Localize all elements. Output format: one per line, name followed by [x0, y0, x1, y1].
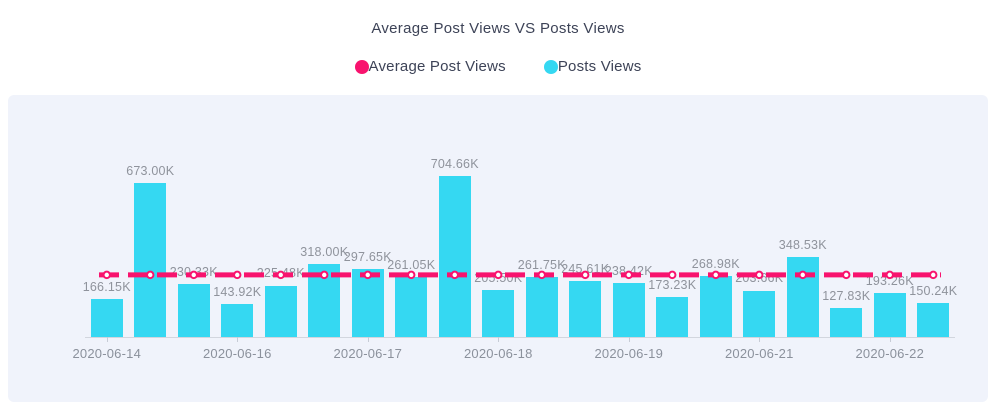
bar[interactable] — [569, 280, 602, 337]
bar-value-label: 203.66K — [735, 271, 784, 286]
bar-value-label: 673.00K — [126, 164, 175, 179]
average-line-marker — [102, 270, 111, 280]
x-axis-tick — [759, 337, 761, 342]
bar-value-label: 127.83K — [822, 288, 871, 303]
bar-value-label: 261.05K — [387, 258, 436, 273]
bar[interactable] — [90, 299, 123, 337]
bar[interactable] — [917, 302, 950, 337]
bar[interactable] — [743, 290, 776, 337]
x-axis-label: 2020-06-17 — [333, 346, 402, 361]
x-axis-label: 2020-06-14 — [72, 346, 141, 361]
bar[interactable] — [351, 269, 384, 337]
bar[interactable] — [830, 307, 863, 337]
chart-panel: 166.15K 673.00K 230.33K 143.92K 225.48K 318.0… — [8, 95, 988, 402]
x-axis-tick — [889, 337, 891, 342]
bar-value-label: 245.61K — [561, 261, 610, 276]
bar[interactable] — [395, 277, 428, 337]
bar[interactable] — [308, 264, 341, 337]
x-axis-label: 2020-06-22 — [855, 346, 924, 361]
bar-value-label: 268.98K — [691, 256, 740, 271]
x-axis-label: 2020-06-21 — [725, 346, 794, 361]
bar-value-label: 318.00K — [300, 245, 349, 260]
x-axis-tick — [367, 337, 369, 342]
x-axis-label: 2020-06-19 — [594, 346, 663, 361]
legend-item-average-post-views[interactable]: Average Post Views — [354, 58, 506, 75]
bar-value-label: 297.65K — [343, 250, 392, 264]
bar[interactable] — [656, 297, 689, 337]
bar-value-label: 143.92K — [213, 285, 262, 300]
bar[interactable] — [221, 304, 254, 337]
chart-title: Average Post Views VS Posts Views — [371, 20, 625, 37]
bar[interactable] — [177, 284, 210, 337]
average-line-marker — [668, 270, 677, 280]
bar[interactable] — [525, 277, 558, 337]
x-axis-label: 2020-06-16 — [203, 346, 272, 361]
bar-value-label: 205.50K — [474, 271, 523, 286]
average-line-marker — [929, 270, 938, 280]
bar-value-label: 173.23K — [648, 278, 697, 293]
bar-value-label: 166.15K — [82, 280, 131, 295]
bar-value-label: 348.53K — [778, 238, 827, 253]
bar[interactable] — [264, 285, 297, 337]
bar-value-label: 225.48K — [256, 266, 305, 281]
x-axis-tick — [628, 337, 630, 342]
legend-dot-icon — [354, 59, 369, 74]
x-axis-tick — [237, 337, 239, 342]
bar-value-label: 150.24K — [909, 283, 958, 298]
legend-label: Posts Views — [557, 58, 642, 75]
bar-value-label: 238.42K — [604, 263, 653, 278]
bar-value-label: 704.66K — [430, 157, 479, 171]
bar[interactable] — [134, 183, 167, 337]
bar[interactable] — [482, 290, 515, 337]
bar[interactable] — [786, 257, 819, 337]
x-axis-tick — [106, 337, 108, 342]
legend-label: Average Post Views — [368, 58, 506, 75]
average-line-marker — [233, 270, 242, 280]
chart-legend: Average Post Views Posts Views — [0, 58, 996, 75]
bar[interactable] — [438, 176, 471, 337]
bar[interactable] — [873, 292, 906, 337]
bar[interactable] — [699, 275, 732, 337]
legend-item-posts-views[interactable]: Posts Views — [543, 58, 642, 75]
x-axis-tick — [498, 337, 500, 342]
bar[interactable] — [612, 282, 645, 337]
bar-value-label: 261.75K — [517, 258, 566, 273]
bar-value-label: 193.26K — [865, 273, 914, 288]
plot-area: 166.15K 673.00K 230.33K 143.92K 225.48K 318.0… — [82, 95, 958, 338]
x-axis-label: 2020-06-18 — [464, 346, 533, 361]
legend-dot-icon — [543, 59, 558, 74]
bar-value-label: 230.33K — [169, 265, 218, 280]
average-line-marker — [842, 270, 851, 280]
